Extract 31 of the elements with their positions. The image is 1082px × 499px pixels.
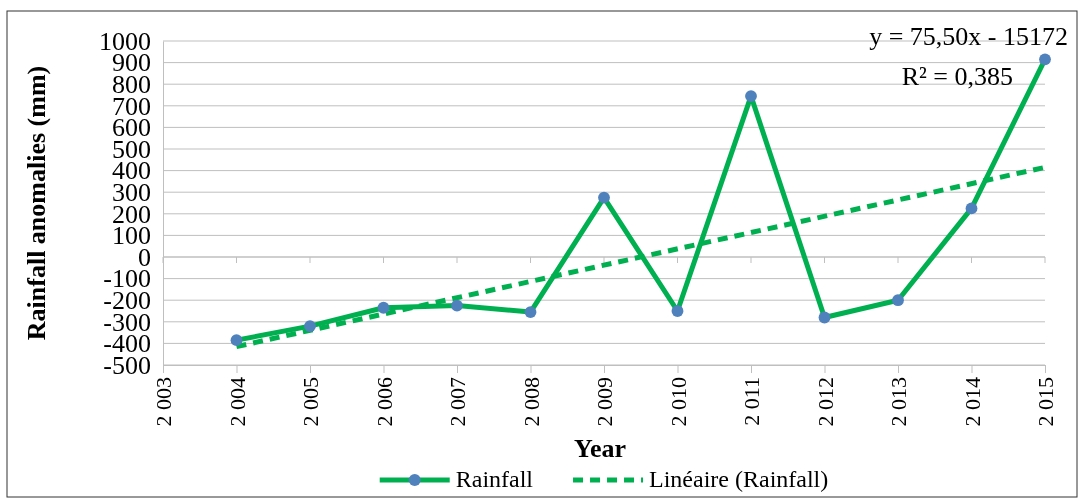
x-tick-label: 2 011 [739,377,765,426]
y-axis-title: Rainfall anomalies (mm) [22,65,51,341]
x-tick-label: 2 013 [886,377,912,427]
point [818,311,831,324]
legend-label: Rainfall [455,466,534,492]
x-tick-label: 2 009 [592,377,618,427]
point [377,301,390,314]
point [451,299,463,312]
point [230,334,243,347]
point [745,90,757,102]
point [965,202,978,215]
x-tick-label: 2 010 [665,377,691,427]
x-tick-label: 2 004 [224,377,250,427]
legend-label: Linéaire (Rainfall) [649,466,829,492]
x-tick-label: 2 007 [445,377,471,427]
point [1039,53,1051,66]
x-axis-title: Year [574,434,626,463]
x-tick-label: 2 006 [371,377,397,427]
point [304,320,316,333]
x-tick-label: 2 012 [812,377,838,427]
x-tick-label: 2 003 [151,377,177,427]
point [598,191,610,204]
x-tick-label: 2 014 [959,377,985,427]
annotation: R² = 0,385 [901,62,1013,91]
x-tick-label: 2 005 [298,377,324,427]
point [892,294,904,307]
annotation: y = 75,50x - 15172 [869,22,1068,51]
x-tick-label: 2 015 [1033,377,1059,427]
point [524,306,537,318]
point [671,305,684,317]
x-tick-label: 2 008 [518,377,544,427]
